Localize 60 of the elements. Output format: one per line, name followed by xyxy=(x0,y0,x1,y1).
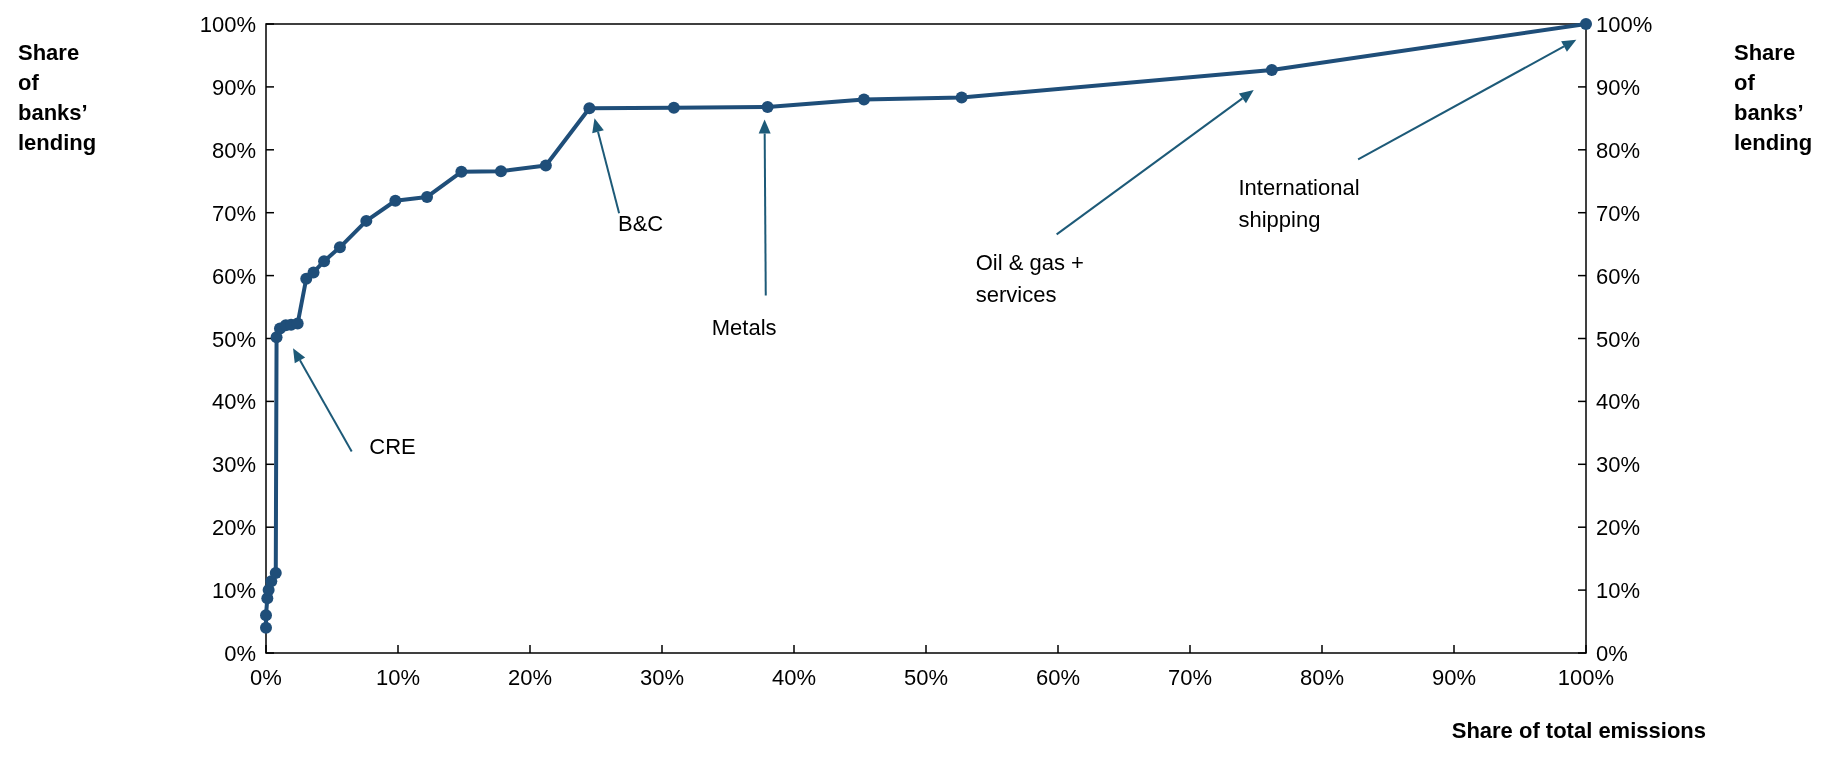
y2-tick-label: 60% xyxy=(1596,263,1641,289)
y2-tick-label: 30% xyxy=(1596,452,1641,478)
x-tick-label: 60% xyxy=(1035,665,1081,690)
point xyxy=(1265,63,1278,76)
y-tick-label: 0% xyxy=(224,641,256,666)
point xyxy=(455,165,468,178)
point xyxy=(857,93,870,106)
point xyxy=(583,102,596,115)
x-tick-label: 90% xyxy=(1431,665,1477,690)
x-tick-label: 10% xyxy=(375,665,421,690)
y-tick-label: 40% xyxy=(211,389,256,415)
x-tick-label: 30% xyxy=(639,665,685,690)
annotation: Metals xyxy=(711,315,777,341)
y-axis-title: Share of banks’ lending xyxy=(18,40,97,155)
point xyxy=(269,567,282,580)
annotation: CRE xyxy=(369,433,416,459)
y2-axis-title: Share of banks’ lending xyxy=(1734,40,1813,155)
point xyxy=(260,621,272,634)
y-tick-label: 70% xyxy=(211,200,256,226)
y-tick-label: 90% xyxy=(211,74,256,100)
x-tick-label: 100% xyxy=(1557,665,1615,690)
point xyxy=(494,165,507,178)
y-tick-label: 60% xyxy=(211,263,256,289)
x-axis-title: Share of total emissions xyxy=(1451,718,1706,743)
point xyxy=(333,241,346,254)
point xyxy=(539,159,552,172)
x-tick-label: 0% xyxy=(250,665,282,690)
annotation: B&C xyxy=(617,210,664,236)
y2-tick-label: 70% xyxy=(1596,200,1641,226)
y-tick-label: 20% xyxy=(211,515,256,541)
point xyxy=(318,255,331,268)
y2-tick-label: 90% xyxy=(1596,74,1641,100)
x-tick-label: 80% xyxy=(1299,665,1345,690)
point xyxy=(389,194,402,207)
point xyxy=(667,101,680,114)
y-tick-label: 10% xyxy=(211,578,256,604)
annotation: International shipping xyxy=(1238,174,1360,232)
annotation: Oil & gas + services xyxy=(975,249,1084,307)
y2-tick-label: 40% xyxy=(1596,389,1641,415)
y2-tick-label: 80% xyxy=(1596,137,1641,163)
point xyxy=(307,266,320,279)
x-tick-label: 40% xyxy=(771,665,817,690)
point xyxy=(955,91,968,104)
y-tick-label: 30% xyxy=(211,452,256,478)
y2-tick-label: 0% xyxy=(1596,641,1628,666)
point xyxy=(761,101,774,114)
point xyxy=(260,609,272,622)
x-tick-label: 20% xyxy=(507,665,553,690)
y-tick-label: 50% xyxy=(211,326,256,352)
point xyxy=(360,214,373,227)
x-tick-label: 70% xyxy=(1167,665,1213,690)
y-tick-label: 80% xyxy=(211,137,256,163)
y-tick-label: 100% xyxy=(199,12,256,37)
y2-tick-label: 20% xyxy=(1596,515,1641,541)
point xyxy=(1580,18,1592,30)
y2-tick-label: 100% xyxy=(1596,12,1653,37)
y2-tick-label: 50% xyxy=(1596,326,1641,352)
x-tick-label: 50% xyxy=(903,665,949,690)
y2-tick-label: 10% xyxy=(1596,578,1641,604)
point xyxy=(421,190,434,203)
